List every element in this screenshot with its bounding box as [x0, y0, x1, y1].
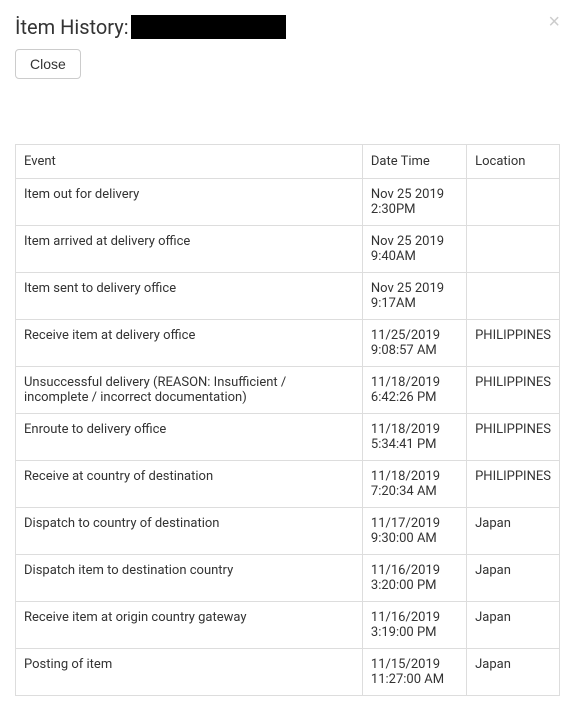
- table-row: Item arrived at delivery officeNov 25 20…: [16, 226, 560, 273]
- table-header-row: Event Date Time Location: [16, 145, 560, 179]
- cell-datetime: 11/17/2019 9:30:00 AM: [362, 508, 466, 555]
- cell-event: Item sent to delivery office: [16, 273, 363, 320]
- modal-header: × İtem History: Close: [0, 0, 575, 89]
- close-icon[interactable]: ×: [548, 12, 560, 32]
- page-title: İtem History:: [15, 15, 129, 39]
- table-row: Unsuccessful delivery (REASON: Insuffici…: [16, 367, 560, 414]
- cell-datetime: 11/18/2019 7:20:34 AM: [362, 461, 466, 508]
- cell-location: Japan: [467, 555, 560, 602]
- table-row: Item sent to delivery officeNov 25 2019 …: [16, 273, 560, 320]
- cell-event: Enroute to delivery office: [16, 414, 363, 461]
- cell-location: Japan: [467, 602, 560, 649]
- cell-event: Receive at country of destination: [16, 461, 363, 508]
- table-row: Dispatch to country of destination11/17/…: [16, 508, 560, 555]
- cell-event: Item arrived at delivery office: [16, 226, 363, 273]
- cell-event: Receive item at origin country gateway: [16, 602, 363, 649]
- column-header-datetime: Date Time: [362, 145, 466, 179]
- table-row: Enroute to delivery office11/18/2019 5:3…: [16, 414, 560, 461]
- cell-location: [467, 273, 560, 320]
- table-row: Posting of item11/15/2019 11:27:00 AMJap…: [16, 649, 560, 696]
- cell-event: Posting of item: [16, 649, 363, 696]
- cell-location: [467, 179, 560, 226]
- cell-datetime: 11/16/2019 3:20:00 PM: [362, 555, 466, 602]
- cell-location: PHILIPPINES: [467, 414, 560, 461]
- cell-datetime: 11/16/2019 3:19:00 PM: [362, 602, 466, 649]
- table-row: Dispatch item to destination country11/1…: [16, 555, 560, 602]
- cell-datetime: 11/25/2019 9:08:57 AM: [362, 320, 466, 367]
- cell-location: PHILIPPINES: [467, 320, 560, 367]
- cell-datetime: 11/18/2019 5:34:41 PM: [362, 414, 466, 461]
- cell-location: Japan: [467, 508, 560, 555]
- content-area: Event Date Time Location Item out for de…: [0, 89, 575, 711]
- close-button[interactable]: Close: [15, 49, 81, 79]
- column-header-location: Location: [467, 145, 560, 179]
- redacted-value: [131, 15, 286, 39]
- title-row: İtem History:: [15, 15, 560, 39]
- cell-event: Dispatch to country of destination: [16, 508, 363, 555]
- cell-event: Dispatch item to destination country: [16, 555, 363, 602]
- cell-location: PHILIPPINES: [467, 461, 560, 508]
- table-row: Receive item at delivery office11/25/201…: [16, 320, 560, 367]
- cell-datetime: 11/15/2019 11:27:00 AM: [362, 649, 466, 696]
- column-header-event: Event: [16, 145, 363, 179]
- cell-datetime: Nov 25 2019 2:30PM: [362, 179, 466, 226]
- cell-event: Unsuccessful delivery (REASON: Insuffici…: [16, 367, 363, 414]
- table-row: Item out for deliveryNov 25 2019 2:30PM: [16, 179, 560, 226]
- cell-datetime: Nov 25 2019 9:40AM: [362, 226, 466, 273]
- history-table: Event Date Time Location Item out for de…: [15, 144, 560, 696]
- cell-location: PHILIPPINES: [467, 367, 560, 414]
- cell-location: Japan: [467, 649, 560, 696]
- cell-event: Receive item at delivery office: [16, 320, 363, 367]
- cell-datetime: Nov 25 2019 9:17AM: [362, 273, 466, 320]
- table-row: Receive item at origin country gateway11…: [16, 602, 560, 649]
- table-row: Receive at country of destination11/18/2…: [16, 461, 560, 508]
- cell-location: [467, 226, 560, 273]
- cell-event: Item out for delivery: [16, 179, 363, 226]
- cell-datetime: 11/18/2019 6:42:26 PM: [362, 367, 466, 414]
